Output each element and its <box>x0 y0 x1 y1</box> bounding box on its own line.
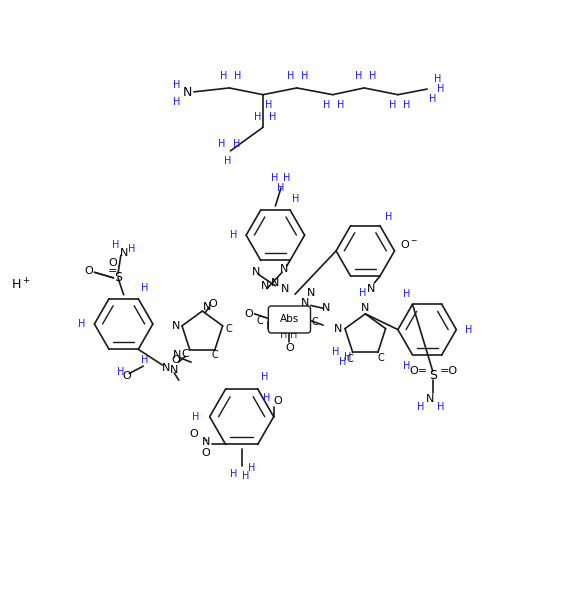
Text: O: O <box>108 258 117 268</box>
Text: O: O <box>285 343 294 353</box>
Text: H: H <box>242 471 250 481</box>
Text: N: N <box>280 264 288 274</box>
Text: H: H <box>277 183 285 193</box>
Text: H: H <box>117 367 125 377</box>
Text: H: H <box>229 469 237 479</box>
Text: H: H <box>388 100 396 110</box>
Text: H: H <box>332 347 340 357</box>
Text: H: H <box>261 372 269 382</box>
Text: S: S <box>429 369 437 382</box>
Text: H: H <box>290 330 298 340</box>
Text: N: N <box>170 365 178 375</box>
Text: H: H <box>218 139 226 149</box>
Text: H: H <box>140 355 148 365</box>
Text: H: H <box>173 80 181 90</box>
Text: H: H <box>359 288 367 298</box>
Text: H: H <box>140 283 148 293</box>
Text: O: O <box>202 448 210 458</box>
Text: H: H <box>402 289 410 298</box>
Text: N: N <box>120 248 128 257</box>
Text: H: H <box>263 393 271 403</box>
Text: H: H <box>402 100 410 110</box>
Text: N: N <box>162 363 170 373</box>
Text: N: N <box>301 298 309 308</box>
Text: H: H <box>437 84 445 94</box>
Text: H: H <box>270 173 278 183</box>
Text: N: N <box>271 278 279 288</box>
Text: H: H <box>323 100 331 110</box>
Text: S: S <box>114 271 122 285</box>
Text: O: O <box>274 396 283 406</box>
Text: N: N <box>322 303 330 313</box>
Text: H: H <box>269 112 277 122</box>
Text: O$^-$: O$^-$ <box>400 238 418 250</box>
Text: H: H <box>369 71 377 81</box>
Text: H: H <box>292 194 300 204</box>
Text: H: H <box>287 71 295 81</box>
Text: H: H <box>355 71 362 81</box>
Text: H: H <box>265 100 273 110</box>
FancyBboxPatch shape <box>269 306 310 333</box>
Text: N: N <box>172 321 180 331</box>
Text: H: H <box>465 324 473 335</box>
Text: N: N <box>281 283 289 294</box>
Text: C: C <box>211 350 218 361</box>
Text: H: H <box>384 212 392 222</box>
Text: =O: =O <box>439 366 457 376</box>
Text: H: H <box>266 321 274 331</box>
Text: H: H <box>280 330 288 340</box>
Text: C: C <box>226 324 233 333</box>
Text: H: H <box>248 464 256 473</box>
Text: O: O <box>171 355 180 365</box>
Text: H: H <box>220 71 228 81</box>
Text: H: H <box>416 402 424 412</box>
Text: O: O <box>208 299 217 309</box>
Text: N: N <box>361 303 369 313</box>
Text: N: N <box>261 281 269 291</box>
Text: H: H <box>301 71 309 81</box>
Text: $^+$: $^+$ <box>202 437 210 446</box>
Text: H: H <box>339 357 347 367</box>
Text: O: O <box>189 429 198 440</box>
Text: H: H <box>233 139 241 149</box>
Text: N: N <box>252 267 260 277</box>
Text: C: C <box>182 349 189 359</box>
Text: O: O <box>122 371 131 380</box>
Text: H: H <box>128 244 136 254</box>
Text: N: N <box>183 86 192 99</box>
Text: H: H <box>78 319 86 329</box>
Text: H$^+$: H$^+$ <box>11 277 31 292</box>
Text: H: H <box>192 412 200 421</box>
Text: Abs: Abs <box>280 315 299 324</box>
Text: O: O <box>84 265 93 276</box>
Text: O=: O= <box>410 366 428 376</box>
Text: C: C <box>377 353 384 363</box>
Text: H: H <box>283 173 291 183</box>
Text: H: H <box>343 352 351 362</box>
Text: N: N <box>334 324 342 333</box>
Text: O: O <box>244 309 253 319</box>
Text: H: H <box>111 241 119 250</box>
Text: H: H <box>402 361 410 371</box>
Text: N: N <box>368 283 375 294</box>
Text: H: H <box>230 230 238 240</box>
Text: =: = <box>108 266 117 276</box>
Text: N: N <box>426 394 434 404</box>
Text: H: H <box>337 100 345 110</box>
Text: N: N <box>202 437 210 447</box>
Text: H: H <box>301 323 309 333</box>
Text: H: H <box>429 94 437 104</box>
Text: H: H <box>224 156 232 166</box>
Text: H: H <box>234 71 242 81</box>
Text: C: C <box>257 315 264 326</box>
Text: H: H <box>173 97 181 107</box>
Text: C: C <box>347 354 353 364</box>
Text: C: C <box>311 317 318 327</box>
Text: N: N <box>173 350 181 360</box>
Text: N: N <box>203 302 211 312</box>
Text: N: N <box>307 288 315 297</box>
Text: H: H <box>253 112 261 122</box>
Text: H: H <box>437 402 445 412</box>
Text: H: H <box>433 74 441 84</box>
